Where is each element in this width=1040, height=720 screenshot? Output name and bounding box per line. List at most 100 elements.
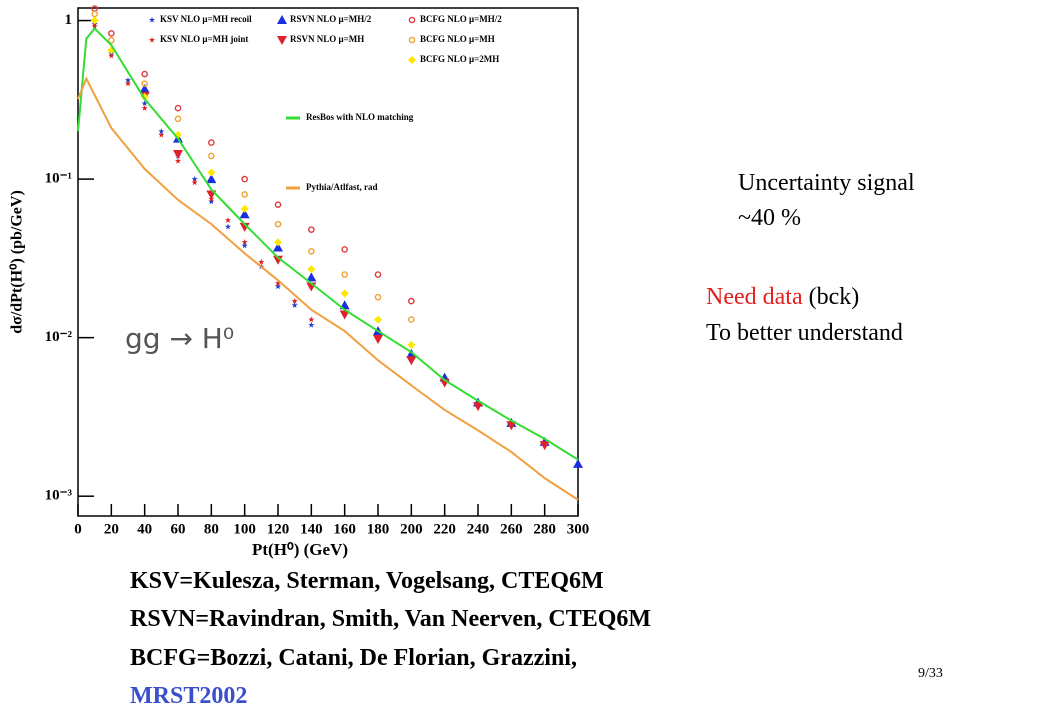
data-point <box>173 149 183 159</box>
data-point <box>308 321 315 328</box>
data-point <box>208 139 215 146</box>
data-point <box>408 316 415 323</box>
data-point <box>339 310 350 320</box>
legend-label: RSVN NLO μ=MH/2 <box>290 14 372 24</box>
data-point <box>206 174 217 184</box>
data-point <box>408 297 415 305</box>
x-tick-label: 180 <box>367 521 390 537</box>
data-point <box>241 242 248 249</box>
note: Need data (bck) <box>706 284 859 311</box>
x-tick-label: 280 <box>533 521 556 537</box>
data-point <box>573 458 583 468</box>
credit: KSV=Kulesza, Sterman, Vogelsang, CTEQ6M <box>130 568 604 594</box>
note: Uncertainty signal <box>738 170 915 196</box>
data-point <box>274 220 282 228</box>
x-tick-label: 120 <box>267 521 290 537</box>
legend-swatch <box>408 16 416 24</box>
data-point <box>373 335 383 345</box>
data-point <box>274 283 282 290</box>
data-point <box>241 238 248 245</box>
legend-label: Pythia/Atlfast, rad <box>306 182 378 192</box>
legend-swatch <box>148 36 156 43</box>
credit: RSVN=Ravindran, Smith, Van Neerven, CTEQ… <box>130 606 652 632</box>
legend-label: RSVN NLO μ=MH <box>290 34 364 44</box>
data-point <box>240 204 249 213</box>
data-point <box>306 272 317 282</box>
data-point <box>108 52 115 59</box>
data-point <box>141 100 148 107</box>
data-point <box>473 402 483 412</box>
data-point <box>273 255 283 265</box>
data-point <box>307 265 316 274</box>
data-point <box>308 226 315 233</box>
data-point <box>108 30 115 37</box>
chart: Pt(H⁰) (GeV) dσ/dPt(H⁰) (pb/GeV) gg → H⁰… <box>9 5 590 559</box>
note: (bck) <box>802 284 860 310</box>
legend-label: BCFG NLO μ=MH/2 <box>420 14 502 24</box>
x-tick-label: 160 <box>333 521 356 537</box>
x-tick-label: 200 <box>400 521 423 537</box>
data-line <box>77 27 579 461</box>
note: ~40 % <box>738 205 801 231</box>
annotation: gg → H⁰ <box>125 322 234 355</box>
data-point <box>274 238 282 247</box>
x-tick-label: 140 <box>300 521 323 537</box>
data-point <box>406 356 417 366</box>
data-point <box>341 271 348 278</box>
data-point <box>407 340 416 349</box>
data-point <box>239 222 250 232</box>
y-tick-label: 10⁻² <box>45 329 73 345</box>
data-point <box>224 217 232 223</box>
data-point <box>174 115 182 123</box>
data-point <box>273 242 283 252</box>
x-tick-label: 80 <box>204 521 219 537</box>
data-point <box>174 104 182 112</box>
y-tick-label: 1 <box>65 12 73 28</box>
data-point <box>506 421 517 431</box>
data-point <box>108 37 115 44</box>
data-point <box>291 302 298 308</box>
data-point <box>191 179 198 186</box>
data-point <box>141 80 148 87</box>
legend-label: KSV NLO μ=MH recoil <box>160 14 252 24</box>
data-point <box>308 316 315 323</box>
legend-swatch <box>148 16 156 23</box>
data-point <box>291 297 298 304</box>
data-point <box>91 10 98 18</box>
data-point <box>207 168 216 177</box>
x-axis-label: Pt(H⁰) (GeV) <box>252 540 348 559</box>
x-tick-label: 260 <box>500 521 523 537</box>
data-point <box>139 84 150 94</box>
data-point <box>539 441 550 451</box>
data-point <box>124 80 132 87</box>
data-point <box>374 315 382 324</box>
data-point <box>141 70 148 78</box>
legend-label: KSV NLO μ=MH joint <box>160 34 248 44</box>
x-tick-label: 40 <box>137 521 152 537</box>
x-tick-label: 100 <box>233 521 256 537</box>
data-point <box>124 77 132 83</box>
legend-label: ResBos with NLO matching <box>306 112 414 122</box>
legend-swatch <box>277 15 287 24</box>
credit: MRST2002 <box>130 683 248 709</box>
data-point <box>241 175 248 183</box>
x-tick-label: 60 <box>171 521 186 537</box>
legend-swatch <box>408 36 416 44</box>
data-point <box>91 23 98 29</box>
data-point <box>208 152 215 160</box>
page-number: 9/33 <box>918 666 943 681</box>
x-tick-label: 0 <box>74 521 82 537</box>
y-tick-label: 10⁻³ <box>45 488 73 504</box>
y-axis-label: dσ/dPt(H⁰) (pb/GeV) <box>9 190 26 334</box>
data-point <box>274 280 282 286</box>
legend-swatch <box>408 56 416 64</box>
data-point <box>340 289 349 298</box>
x-tick-label: 300 <box>567 521 590 537</box>
data-line <box>77 76 579 501</box>
data-point <box>241 191 248 198</box>
data-point <box>208 198 215 205</box>
legend-label: BCFG NLO μ=2MH <box>420 54 499 64</box>
data-point <box>191 175 198 182</box>
data-point <box>341 246 348 253</box>
